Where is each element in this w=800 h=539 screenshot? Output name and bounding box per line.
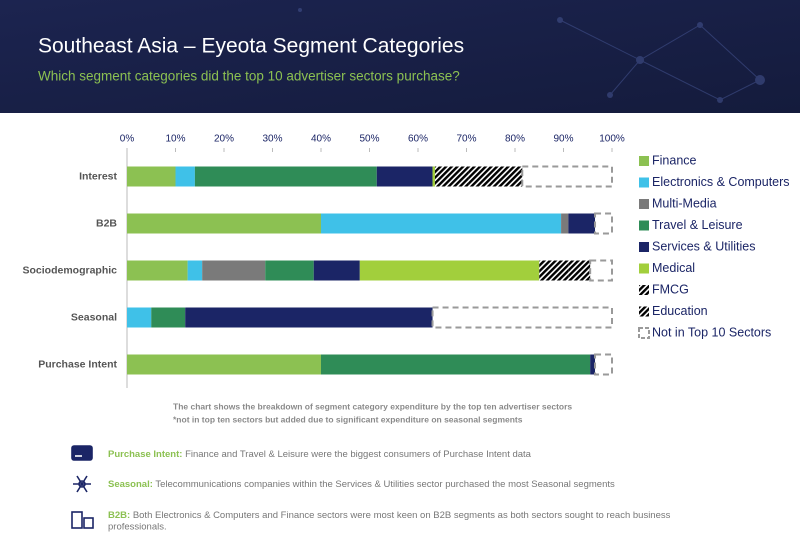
title: Southeast Asia – Eyeota Segment Categori… [38,35,464,58]
legend-label: Travel & Leisure [652,218,743,232]
bar-segment [432,166,435,187]
bar-segment [434,166,469,187]
legend-swatch [639,263,649,274]
bar-segment [127,166,176,187]
bar-segment [321,354,591,375]
bar-segment [521,165,614,188]
bar-segment [127,213,321,234]
y-tick-label: Sociodemographic [22,264,117,276]
x-tick-label: 70% [456,134,476,145]
insight: Purchase Intent: Finance and Travel & Le… [108,449,532,460]
bar-segment [359,260,540,281]
legend-label: Education [652,304,708,318]
bar-segment [127,260,188,281]
header-bg [0,0,800,113]
y-tick-label: B2B [96,217,117,229]
bar-segment [590,354,596,375]
icons [71,445,94,529]
y-tick-label: Interest [79,170,117,182]
x-tick-label: 20% [214,134,234,145]
legend-label: FMCG [652,282,689,296]
insight: B2B: Both Electronics & Computers and Fi… [108,510,671,521]
legend-swatch [639,199,649,209]
bar-segment [175,166,195,187]
legend-swatch [639,220,649,231]
legend-label: Finance [652,153,697,167]
chart-note: *not in top ten sectors but added due to… [173,414,523,424]
x-tick-label: 60% [408,134,428,145]
insight-label: B2B: [108,510,130,521]
subtitle: Which segment categories did the top 10 … [38,69,460,84]
y-tick-label: Seasonal [71,311,117,323]
insight-label: Purchase Intent: [108,449,182,460]
legend-swatch [639,306,649,317]
bar-segment [561,213,569,234]
insight-text: Finance and Travel & Leisure were the bi… [185,449,532,460]
bar-segment [594,353,614,376]
legend-label: Multi-Media [652,196,717,210]
legend-label: Not in Top 10 Sectors [652,325,771,339]
bar-segment [568,213,596,234]
bar-segment [568,260,591,281]
legend-swatch [639,285,649,295]
x-tick-label: 50% [359,134,379,145]
bar-segment [376,166,433,187]
bar-segment [431,306,613,329]
bar-segment [202,260,266,281]
bar-segment [468,166,523,187]
bar-segment [127,307,152,328]
bar-segment [321,213,562,234]
bar-segment [127,354,321,375]
x-tick-label: 40% [311,134,331,145]
x-tick-label: 10% [165,134,185,145]
legend-label: Medical [652,261,695,275]
header-decor [298,8,765,103]
bar-segment [185,307,433,328]
x-tick-label: 30% [262,134,282,145]
bar-segment [265,260,314,281]
insight-text: professionals. [108,522,167,533]
bar-segment [313,260,360,281]
legend-swatch [638,327,650,339]
legend-label: Electronics & Computers [652,175,790,189]
bar-segment [151,307,186,328]
legend-label: Services & Utilities [652,239,756,253]
insight-label: Seasonal: [108,479,153,490]
x-tick-label: 80% [505,134,525,145]
legend-swatch [639,177,649,188]
insight-text: Both Electronics & Computers and Finance… [133,510,671,521]
bar-segment [594,212,614,235]
legend-swatch [639,242,649,252]
insight: Seasonal: Telecommunications companies w… [108,479,615,490]
x-tick-label: 100% [599,134,625,145]
x-tick-label: 0% [120,134,135,145]
chart-note: The chart shows the breakdown of segment… [173,401,572,411]
x-tick-label: 90% [553,134,573,145]
bar-segment [187,260,203,281]
y-tick-label: Purchase Intent [38,358,117,370]
chart: 0% 10% 20% 30% 40% 50% 60% 70% 80% 90% 100% Interes… [22,134,790,388]
insight-text: Telecommunications companies within the … [155,479,615,490]
bar-segment [194,166,377,187]
bar-segment [589,259,613,282]
legend-swatch [639,156,649,166]
bar-segment [539,260,569,281]
